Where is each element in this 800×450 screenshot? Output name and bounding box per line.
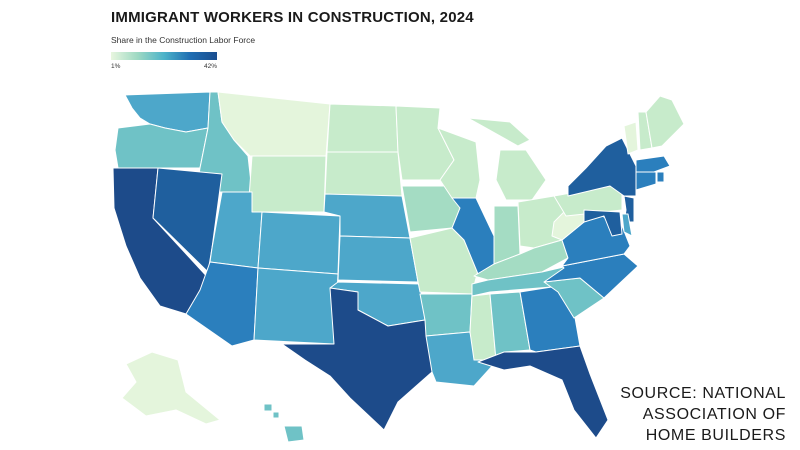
state-ar — [419, 293, 473, 337]
legend-color-scale — [111, 52, 217, 60]
state-hi — [263, 403, 305, 443]
state-md — [583, 209, 623, 237]
chart-title: IMMIGRANT WORKERS IN CONSTRUCTION, 2024 — [111, 9, 474, 26]
state-nm — [253, 267, 339, 345]
source-line-3: HOME BUILDERS — [645, 427, 786, 444]
state-sd — [324, 151, 403, 199]
legend-min-label: 1% — [111, 63, 121, 70]
source-line-2: ASSOCIATION OF — [642, 406, 786, 423]
state-ri — [656, 171, 665, 183]
state-tx — [281, 287, 433, 431]
state-co — [257, 211, 341, 275]
state-ks — [337, 235, 419, 283]
state-ny — [567, 137, 637, 197]
legend-max-label: 42% — [204, 63, 218, 70]
state-wy — [247, 155, 327, 213]
state-mi — [467, 117, 547, 201]
source-note: SOURCE: NATIONAL ASSOCIATION OF HOME BUI… — [620, 383, 786, 446]
state-or — [114, 123, 209, 169]
state-vt — [623, 121, 639, 155]
state-ak — [121, 351, 221, 425]
state-fl — [477, 345, 609, 439]
state-nd — [326, 103, 399, 153]
state-de — [621, 213, 633, 237]
chart-subtitle: Share in the Construction Labor Force — [111, 35, 256, 45]
state-me — [645, 95, 685, 149]
source-line-1: SOURCE: NATIONAL — [620, 385, 786, 402]
state-ct — [635, 171, 657, 191]
state-ma — [635, 155, 671, 173]
